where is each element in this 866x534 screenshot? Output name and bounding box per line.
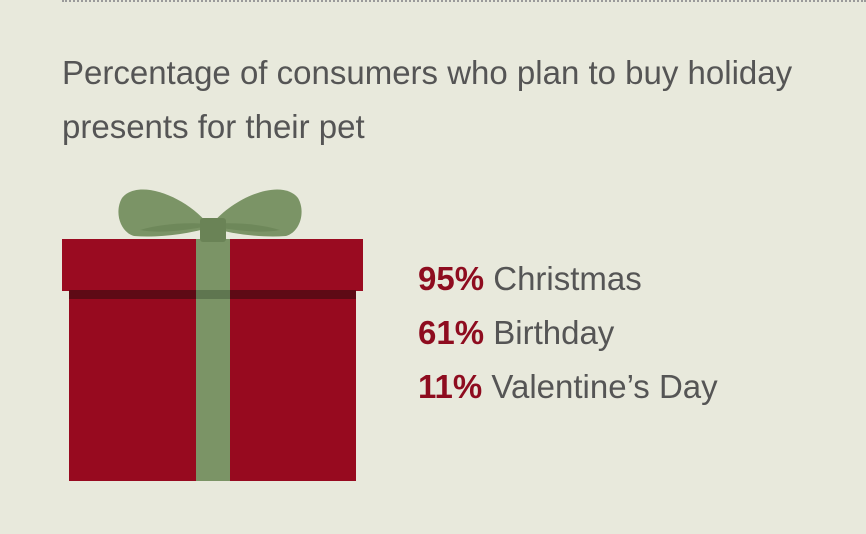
stat-item: 61% Birthday [418, 306, 718, 360]
stat-percent: 11% [418, 368, 483, 405]
stat-percent: 95% [418, 260, 485, 297]
chart-title: Percentage of consumers who plan to buy … [62, 54, 793, 145]
bow-knot [200, 218, 226, 242]
stats-list: 95% Christmas 61% Birthday 11% Valentine… [418, 252, 718, 414]
stat-percent: 61% [418, 314, 485, 351]
stat-label: Christmas [493, 260, 642, 297]
gift-box-icon [62, 189, 363, 481]
stat-item: 95% Christmas [418, 252, 718, 306]
gift-ribbon [196, 239, 230, 481]
top-divider [62, 0, 866, 2]
stat-item: 11% Valentine’s Day [418, 360, 718, 414]
stat-label: Valentine’s Day [491, 368, 718, 405]
stat-label: Birthday [493, 314, 615, 351]
